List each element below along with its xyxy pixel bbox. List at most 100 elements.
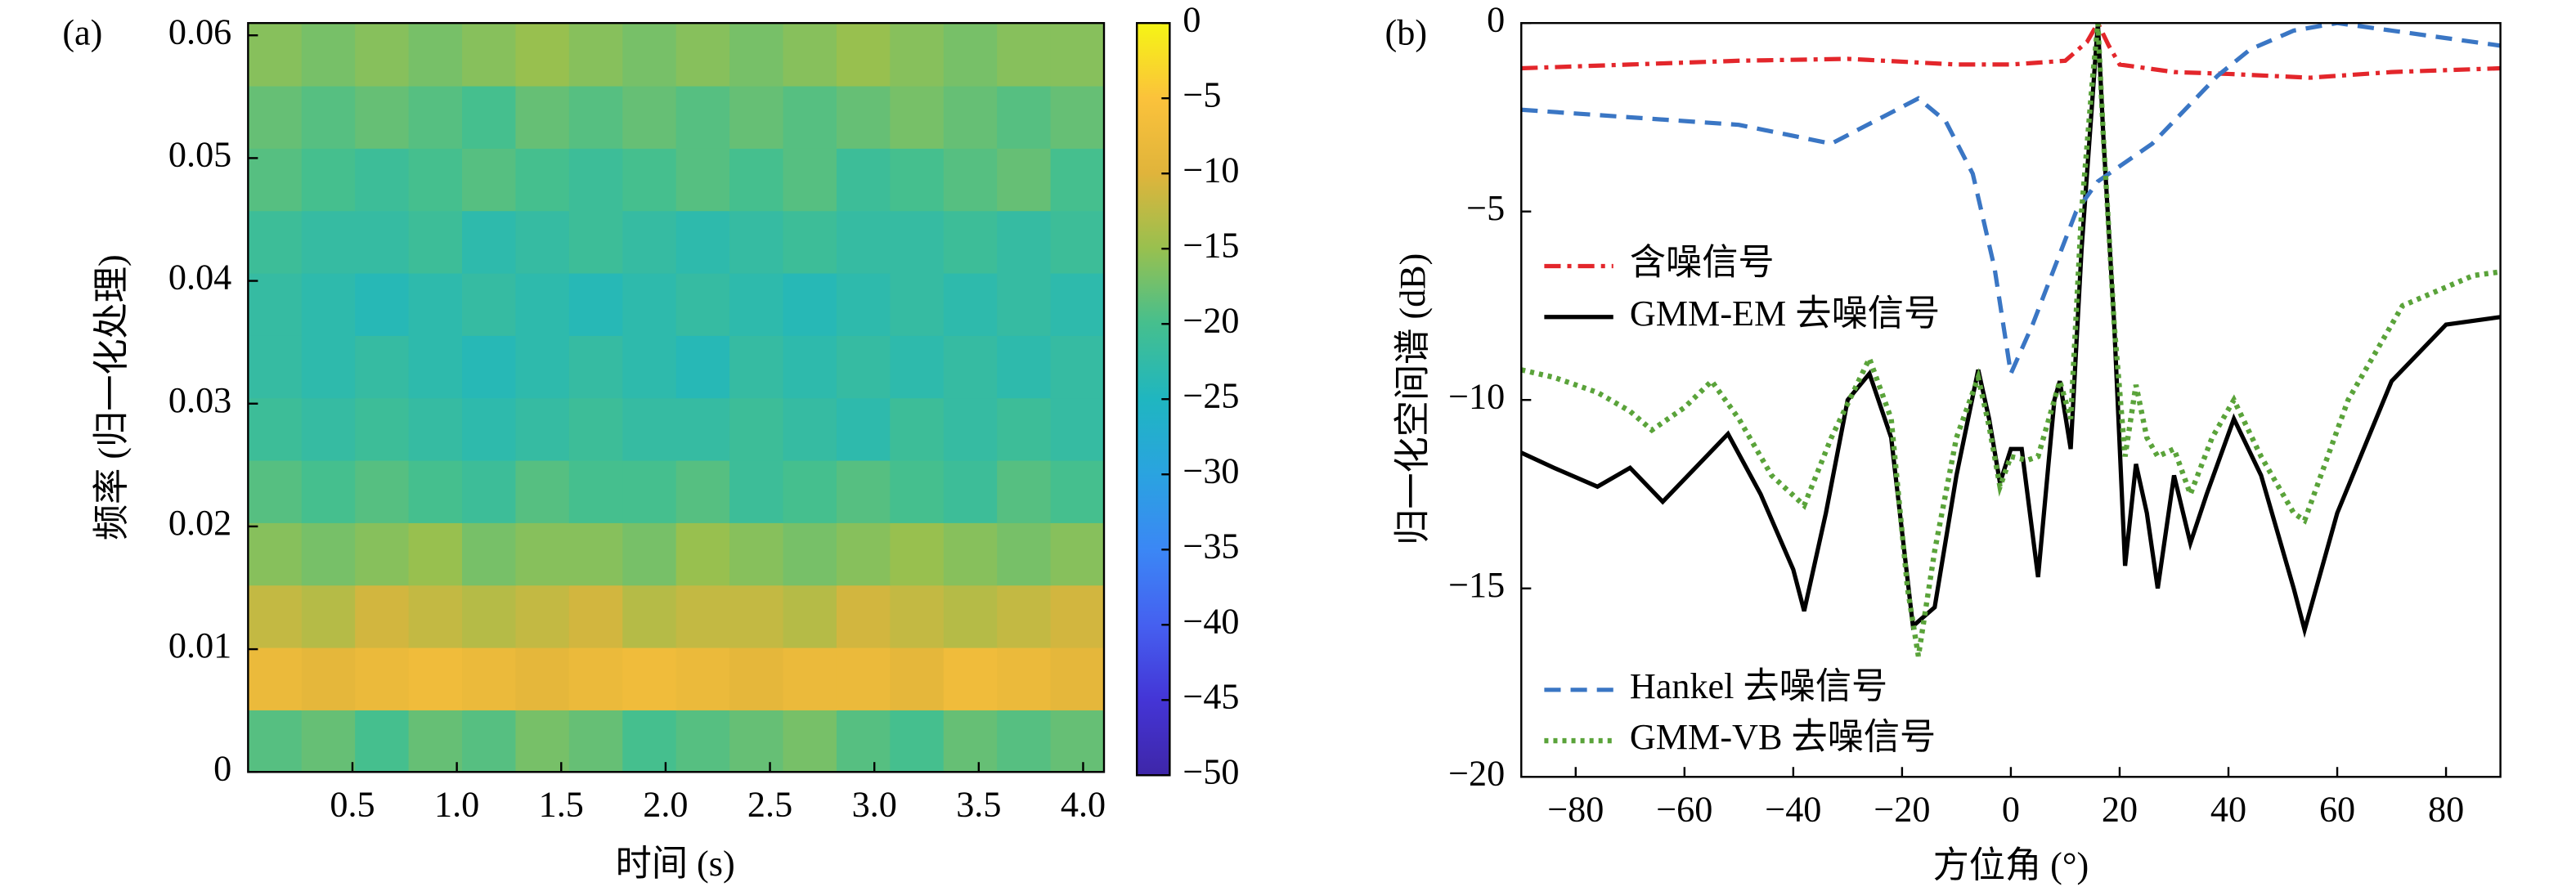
heatmap-cell [301, 147, 357, 212]
heatmap-cell [890, 709, 945, 773]
heatmap-cell [943, 585, 999, 648]
heatmap-cell [622, 709, 677, 773]
heatmap-cell [729, 272, 784, 336]
heatmap-cell [1050, 397, 1106, 461]
heatmap-cell [783, 585, 837, 648]
heatmap-cell [248, 334, 303, 399]
x-tick-label: 60 [2319, 790, 2355, 830]
heatmap-cell [890, 334, 945, 399]
heatmap-cell [675, 709, 731, 773]
heatmap-cell [943, 647, 999, 710]
heatmap-cell [568, 23, 624, 87]
heatmap-cell [408, 334, 464, 399]
heatmap-cell [1050, 85, 1106, 149]
heatmap-cell [301, 709, 357, 773]
heatmap-cell [1050, 23, 1106, 87]
heatmap-cell [675, 85, 731, 149]
heatmap-cell [462, 459, 517, 523]
heatmap-cell [622, 272, 677, 336]
heatmap-cell [675, 647, 731, 710]
x-tick-label: −60 [1656, 790, 1712, 830]
heatmap-cell [729, 334, 784, 399]
heatmap-cell [568, 210, 624, 274]
x-tick-label: 40 [2210, 790, 2246, 830]
heatmap-cell [836, 522, 891, 586]
heatmap-cell [515, 397, 570, 461]
y-tick-label: −15 [1448, 565, 1505, 605]
colorbar-tick-label: −15 [1183, 225, 1239, 265]
heatmap-cell [622, 85, 677, 149]
data-line [1521, 23, 2501, 80]
heatmap-cell [301, 23, 357, 87]
heatmap-cell [568, 522, 624, 586]
heatmap-cell [248, 23, 303, 87]
heatmap-cell [248, 459, 303, 523]
heatmap-cell [729, 647, 784, 710]
heatmap-cell [622, 459, 677, 523]
heatmap-cell [729, 23, 784, 87]
heatmap-cell [836, 647, 891, 710]
heatmap-cell [355, 647, 410, 710]
heatmap-cell [462, 647, 517, 710]
x-tick-label: −80 [1547, 790, 1604, 830]
heatmap-cell [1050, 647, 1106, 710]
heatmap-cell [355, 334, 410, 399]
heatmap-cell [462, 147, 517, 212]
heatmap-cell [997, 459, 1052, 523]
y-axis-label: 归一化空间谱 (dB) [1393, 253, 1433, 545]
colorbar-tick-label: −50 [1183, 751, 1239, 791]
heatmap-cell [355, 585, 410, 648]
heatmap-cell [729, 459, 784, 523]
heatmap-cell [783, 23, 837, 87]
x-tick-label: −20 [1874, 790, 1930, 830]
heatmap-cell [248, 397, 303, 461]
heatmap-cell [943, 210, 999, 274]
colorbar-tick-label: −5 [1183, 74, 1221, 114]
heatmap-cell [462, 397, 517, 461]
x-tick-label: 2.5 [747, 785, 792, 825]
heatmap-cell [515, 522, 570, 586]
x-tick-label: 0.5 [330, 785, 375, 825]
heatmap-cell [462, 585, 517, 648]
heatmap-cell [248, 210, 303, 274]
y-tick-label: 0.06 [168, 11, 231, 52]
heatmap-cell [783, 397, 837, 461]
colorbar-tick-label: −45 [1183, 676, 1239, 716]
heatmap-cell [836, 272, 891, 336]
heatmap-cell [408, 459, 464, 523]
panel-label: (b) [1385, 12, 1428, 52]
heatmap-cell [675, 334, 731, 399]
x-tick-label: 0 [2002, 790, 2020, 830]
heatmap-cell [890, 147, 945, 212]
y-tick-label: 0.03 [168, 380, 231, 420]
heatmap-cell [943, 397, 999, 461]
y-tick-label: 0.04 [168, 258, 231, 298]
heatmap-cell [997, 397, 1052, 461]
x-tick-label: 2.0 [643, 785, 688, 825]
heatmap-cell [1050, 210, 1106, 274]
heatmap-cell [408, 522, 464, 586]
heatmap-cell [997, 647, 1052, 710]
heatmap-cell [622, 585, 677, 648]
colorbar-tick-label: −10 [1183, 150, 1239, 190]
heatmap-cell [890, 397, 945, 461]
heatmap-cell [408, 585, 464, 648]
heatmap-cell [568, 85, 624, 149]
x-tick-label: 1.5 [539, 785, 584, 825]
heatmap-cell [890, 647, 945, 710]
heatmap-cell [1050, 272, 1106, 336]
heatmap-cell [675, 585, 731, 648]
heatmap-cell [408, 23, 464, 87]
legend-label: 含噪信号 [1630, 243, 1775, 283]
heatmap-cell [462, 272, 517, 336]
heatmap-cell [622, 334, 677, 399]
y-tick-label: 0.02 [168, 503, 231, 543]
heatmap-cell [515, 647, 570, 710]
heatmap-cell [622, 210, 677, 274]
x-axis-label: 方位角 (°) [1933, 845, 2089, 885]
heatmap-cell [408, 147, 464, 212]
heatmap-cell [462, 23, 517, 87]
heatmap-cell [408, 272, 464, 336]
heatmap-cell [729, 522, 784, 586]
heatmap-cell [675, 522, 731, 586]
